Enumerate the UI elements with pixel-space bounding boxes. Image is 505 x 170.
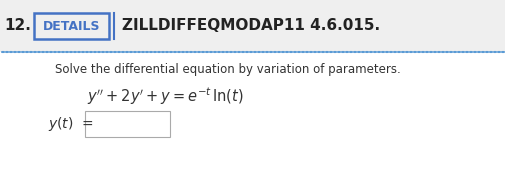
Bar [0,52,505,170]
Text: ZILLDIFFEQMODAP11 4.6.015.: ZILLDIFFEQMODAP11 4.6.015. [122,19,380,33]
Bar [85,111,170,137]
FancyBboxPatch shape [34,13,109,39]
Text: Solve the differential equation by variation of parameters.: Solve the differential equation by varia… [55,64,401,76]
Text: 12.: 12. [5,19,31,33]
Bar [0,0,505,52]
Text: DETAILS: DETAILS [43,20,100,32]
Text: $y'' + 2y' + y = e^{-t}\,\mathrm{ln}(t)$: $y'' + 2y' + y = e^{-t}\,\mathrm{ln}(t)$ [87,85,243,107]
Text: $y(t)$  =: $y(t)$ = [48,115,94,133]
